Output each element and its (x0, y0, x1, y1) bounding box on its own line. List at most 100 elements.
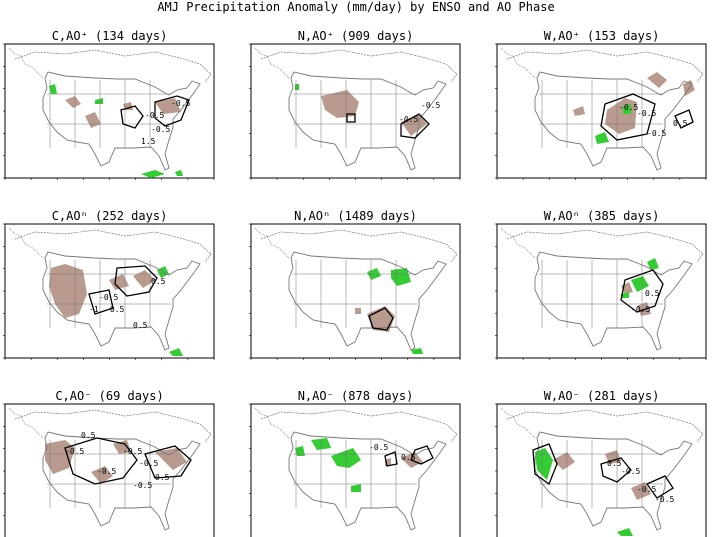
anomaly-contour (674, 109, 694, 129)
anomaly-contour (154, 95, 190, 127)
map-panel: W,AO⁺ (153 days)-0.5-0.5-0.50.5 (495, 29, 707, 180)
positive-anomaly-area (295, 446, 305, 456)
negative-anomaly-area (91, 466, 113, 484)
contour-label: -0.5 (145, 111, 164, 120)
contour-label: -0.5 (171, 99, 190, 108)
contour-label: -0.5 (647, 129, 666, 138)
anomaly-contour (410, 445, 434, 465)
contour-label: 1.5 (141, 137, 156, 146)
nw-coastline (500, 47, 536, 79)
state-borders (293, 440, 417, 508)
nw-coastline (500, 407, 536, 439)
contour-label: -0.5 (655, 495, 674, 504)
state-borders (293, 80, 417, 148)
panel-title: W,AOⁿ (385 days) (544, 209, 660, 223)
nw-coastline (8, 227, 44, 259)
positive-anomaly-area (535, 448, 553, 480)
anomaly-contour (368, 307, 394, 331)
positive-anomaly-area (617, 528, 633, 536)
positive-anomaly-area (175, 170, 183, 176)
state-borders (47, 440, 171, 508)
canada-coastline (506, 229, 704, 263)
panel-title: C,AO⁻ (69 days) (55, 389, 163, 403)
nw-coastline (254, 47, 290, 79)
map-panel: N,AOⁿ (1489 days) (249, 209, 461, 360)
negative-anomaly-area (49, 264, 87, 318)
negative-anomaly-area (45, 440, 75, 474)
contour-label: -1 (89, 305, 99, 314)
positive-anomaly-area (95, 98, 103, 104)
panel-frame (250, 403, 461, 537)
us-outline (42, 251, 201, 351)
anomaly-contour (620, 269, 664, 313)
nw-coastline (254, 407, 290, 439)
anomaly-contour (600, 457, 632, 483)
state-borders (539, 440, 663, 508)
positive-anomaly-area (621, 292, 629, 298)
positive-anomaly-area (411, 348, 423, 354)
map-panel: N,AO⁺ (909 days) -0.5-0.5 (249, 29, 461, 180)
map-panel: W,AOⁿ (385 days) 0.5 -0.5 (495, 209, 707, 360)
panel-frame (4, 43, 215, 179)
contour-label: 0.5 (151, 277, 166, 286)
contour-label: -0.5 (97, 467, 116, 476)
positive-anomaly-area (631, 276, 649, 292)
anomaly-contour (120, 105, 144, 129)
panel-title: W,AO⁻ (281 days) (544, 389, 660, 403)
contour-label: -0.5 (99, 293, 118, 302)
panel-grid: C,AO⁺ (134 days)-0.5-0.5-0.51.5N,AO⁺ (90… (3, 29, 707, 537)
negative-anomaly-area (155, 448, 187, 470)
panel-title: N,AO⁻ (878 days) (298, 389, 414, 403)
negative-anomaly-area (133, 270, 155, 288)
nw-coastline (500, 227, 536, 259)
contour-label: 0.5 (673, 119, 688, 128)
positive-anomaly-area (595, 132, 609, 144)
anomaly-contour (346, 113, 356, 123)
negative-anomaly-area (155, 98, 181, 114)
canada-coastline (260, 229, 458, 263)
nw-coastline (8, 407, 44, 439)
panel-frame (496, 43, 707, 179)
contour-label: 0.5 (645, 289, 660, 298)
contour-label: -0.5 (421, 101, 440, 110)
contour-label: 0.5 (607, 459, 622, 468)
contour-label: -0.5 (123, 447, 142, 456)
panel-title: C,AOⁿ (252 days) (52, 209, 168, 223)
negative-anomaly-area (573, 106, 585, 116)
map-panel: W,AO⁻ (281 days)0.5-0.5-0.5-0.5 (495, 389, 707, 537)
panel-frame (4, 403, 215, 537)
contour-label: -0.5 (65, 447, 84, 456)
us-outline (288, 251, 447, 351)
panel-title: W,AO⁺ (153 days) (544, 29, 660, 43)
positive-anomaly-area (49, 84, 57, 94)
anomaly-contour (532, 443, 558, 486)
panel-frame (496, 223, 707, 359)
positive-anomaly-area (169, 348, 183, 356)
anomaly-contour (384, 451, 398, 467)
contour-label: 0.5 (401, 453, 416, 462)
positive-anomaly-area (623, 104, 631, 114)
figure-title: AMJ Precipitation Anomaly (mm/day) by EN… (157, 0, 554, 14)
anomaly-contour (64, 437, 138, 485)
contour-label: -0.5 (151, 125, 170, 134)
panel-title: N,AOⁿ (1489 days) (294, 209, 417, 223)
anomaly-contour (400, 113, 430, 139)
positive-anomaly-area (141, 170, 165, 178)
negative-anomaly-area (65, 96, 81, 108)
anomaly-contour (646, 475, 674, 499)
anomaly-contour (600, 93, 656, 141)
contour-label: -0.5 (621, 467, 640, 476)
contour-label: -0.5 (139, 459, 158, 468)
negative-anomaly-area (123, 102, 133, 110)
contour-label: 0.5 (155, 473, 170, 482)
map-panel: C,AO⁻ (69 days)0.5-0.5 -0.5-0.5-0.50.5-0.… (3, 389, 215, 537)
us-outline (534, 251, 693, 351)
contour-label: -0.5 (637, 109, 656, 118)
map-panel: C,AO⁺ (134 days) -0.5 -0.5 -0.5 1.5 (3, 29, 215, 180)
positive-anomaly-area (351, 484, 361, 492)
canada-coastline (14, 229, 212, 263)
nw-coastline (8, 47, 44, 79)
nw-coastline (254, 227, 290, 259)
map-panel: N,AO⁻ (878 days) 0.5 -0.5 (249, 389, 461, 537)
